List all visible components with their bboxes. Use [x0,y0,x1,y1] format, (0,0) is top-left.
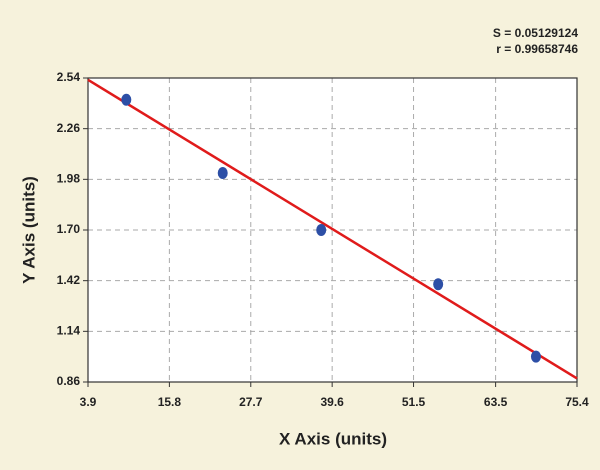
x-tick-label: 3.9 [80,395,97,409]
x-tick-label: 75.4 [565,395,589,409]
data-point [316,224,327,236]
x-tick-label: 15.8 [158,395,182,409]
plot-border [87,77,578,383]
y-tick-label: 1.70 [57,222,81,236]
fit-line [87,78,578,380]
y-tick-label: 1.98 [57,172,81,186]
y-tick-label: 2.26 [57,121,81,135]
y-tick-label: 1.42 [57,273,81,287]
data-point [433,278,444,291]
x-tick-label: 27.7 [239,395,263,409]
y-tick-label: 0.86 [57,374,81,388]
annotation: r = 0.99658746 [496,42,578,56]
data-point [217,167,228,179]
y-axis-title: Y Axis (units) [19,176,38,284]
x-tick-label: 39.6 [320,395,344,409]
data-point [121,93,132,106]
data-point [530,350,541,363]
x-tick-label: 63.5 [484,395,508,409]
y-tick-label: 2.54 [57,70,81,84]
x-axis-title: X Axis (units) [279,429,387,448]
annotation: S = 0.05129124 [493,26,578,40]
x-tick-label: 51.5 [402,395,426,409]
y-tick-label: 1.14 [57,324,81,338]
